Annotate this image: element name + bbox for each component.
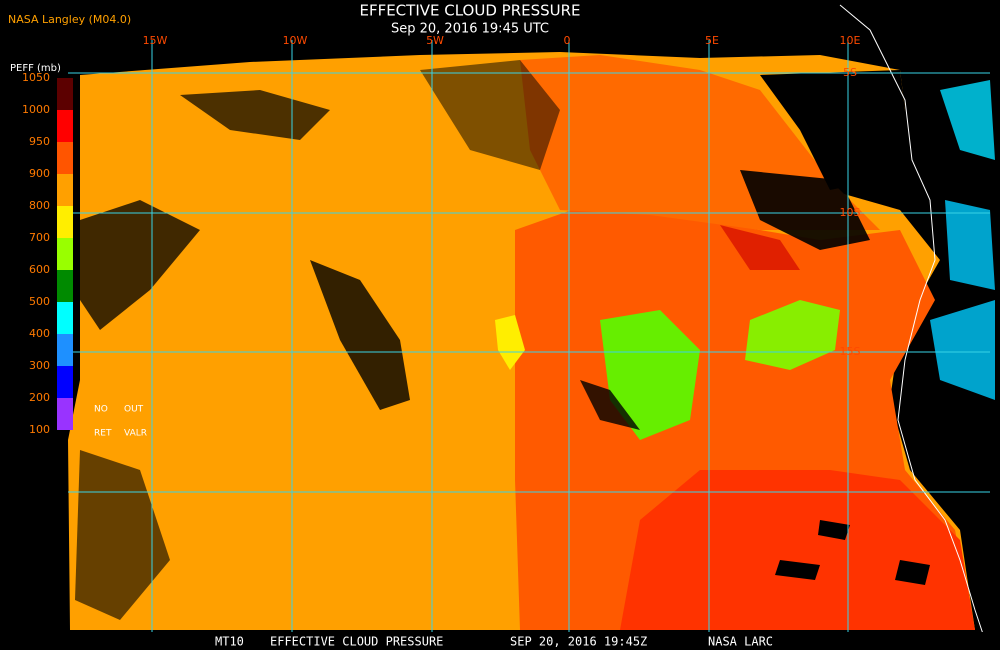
colorbar-swatch [57,366,73,398]
colorbar-note: NO [94,405,108,415]
longitude-label: 10W [283,34,308,47]
colorbar-note: OUT [124,405,144,415]
colorbar-tick-label: 200 [29,391,50,404]
colorbar-swatch [57,398,73,430]
longitude-label: 10E [840,34,861,47]
footer-band [0,632,1000,650]
colorbar-tick-label: 700 [29,231,50,244]
colorbar-swatch [57,142,73,174]
colorbar-tick-label: 1000 [22,103,50,116]
colorbar-swatch [57,270,73,302]
colorbar-tick-label: 600 [29,263,50,276]
colorbar-swatch [57,302,73,334]
cloud-field [68,4,995,641]
longitude-label: 15W [143,34,168,47]
colorbar-swatch [57,334,73,366]
latitude-label: 5S [843,66,857,79]
colorbar-tick-label: 300 [29,359,50,372]
colorbar-tick-label: 500 [29,295,50,308]
footer-text: NASA LARC [708,635,773,649]
colorbar-tick-label: 400 [29,327,50,340]
colorbar-swatch [57,174,73,206]
graticule [68,40,990,632]
source-label: NASA Langley (M04.0) [8,13,131,26]
colorbar-note: VALR [124,429,147,439]
latitude-label: 10S [840,206,861,219]
colorbar-note: RET [94,429,112,439]
colorbar-swatch [57,238,73,270]
colorbar-tick-label: 100 [29,423,50,436]
colorbar-tick-label: 1050 [22,71,50,84]
colorbar-tick-label: 800 [29,199,50,212]
longitude-label: 0 [564,34,571,47]
footer-text: SEP 20, 2016 19:45Z [510,635,647,649]
colorbar-tick-label: 900 [29,167,50,180]
colorbar-swatch [57,78,73,110]
footer-text: MT10 [215,635,244,649]
colorbar-swatch [57,206,73,238]
colorbar-tick-label: 950 [29,135,50,148]
longitude-label: 5E [705,34,719,47]
colorbar-swatch [57,110,73,142]
colorbar-unit: PEFF (mb) [10,63,61,74]
footer-text: EFFECTIVE CLOUD PRESSURE [270,635,443,649]
longitude-label: 5W [426,34,444,47]
title: EFFECTIVE CLOUD PRESSURE [359,2,580,20]
latitude-label: 15S [840,345,861,358]
subtitle: Sep 20, 2016 19:45 UTC [391,22,549,37]
